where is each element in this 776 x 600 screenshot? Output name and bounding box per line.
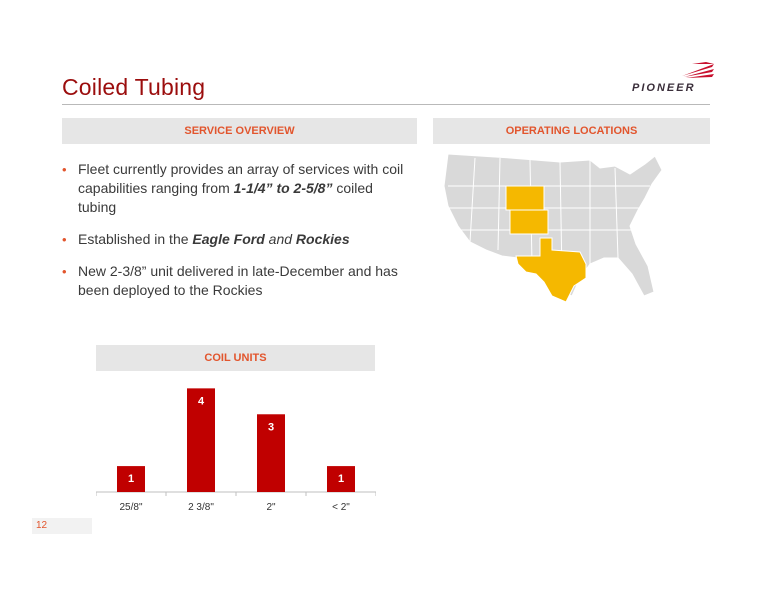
us-operating-map <box>443 153 663 303</box>
chart-bar <box>187 388 215 492</box>
logo-text: PIONEER <box>632 82 696 94</box>
chart-bar <box>117 466 145 492</box>
list-item: • Established in the Eagle Ford and Rock… <box>62 231 350 247</box>
service-overview-heading: SERVICE OVERVIEW <box>62 118 417 144</box>
bar-data-label: 1 <box>338 473 344 485</box>
x-axis-tick-label: 25/8" <box>119 502 142 513</box>
bullet-icon: • <box>62 264 67 279</box>
list-item: • Fleet currently provides an array of s… <box>62 161 404 215</box>
state-colorado <box>509 209 549 235</box>
bar-data-label: 3 <box>268 421 274 433</box>
bullet-icon: • <box>62 162 67 177</box>
x-axis-tick-label: < 2" <box>332 502 350 513</box>
page-title: Coiled Tubing <box>62 74 206 100</box>
chart-bar <box>327 466 355 492</box>
operating-locations-heading: OPERATING LOCATIONS <box>433 118 710 144</box>
pioneer-logo-icon <box>682 62 714 78</box>
bar-data-label: 1 <box>128 473 134 485</box>
service-overview-list: • Fleet currently provides an array of s… <box>62 160 412 313</box>
x-axis-tick-label: 2" <box>266 502 276 513</box>
bar-data-label: 4 <box>198 395 205 407</box>
title-divider <box>62 104 710 105</box>
coil-units-chart: 1 25/8" 4 2 3/8" 3 2" 1 < 2" <box>96 388 376 513</box>
state-texas <box>515 237 587 303</box>
bullet-icon: • <box>62 232 67 247</box>
x-axis-tick-label: 2 3/8" <box>188 502 214 513</box>
us-outline <box>443 153 663 297</box>
coil-units-heading: COIL UNITS <box>96 345 375 371</box>
state-wyoming <box>505 185 545 211</box>
page-number: 12 <box>32 518 92 534</box>
pioneer-logo: PIONEER <box>632 60 716 98</box>
chart-bar <box>257 414 285 492</box>
list-item: • New 2-3/8” unit delivered in late-Dece… <box>62 263 398 298</box>
